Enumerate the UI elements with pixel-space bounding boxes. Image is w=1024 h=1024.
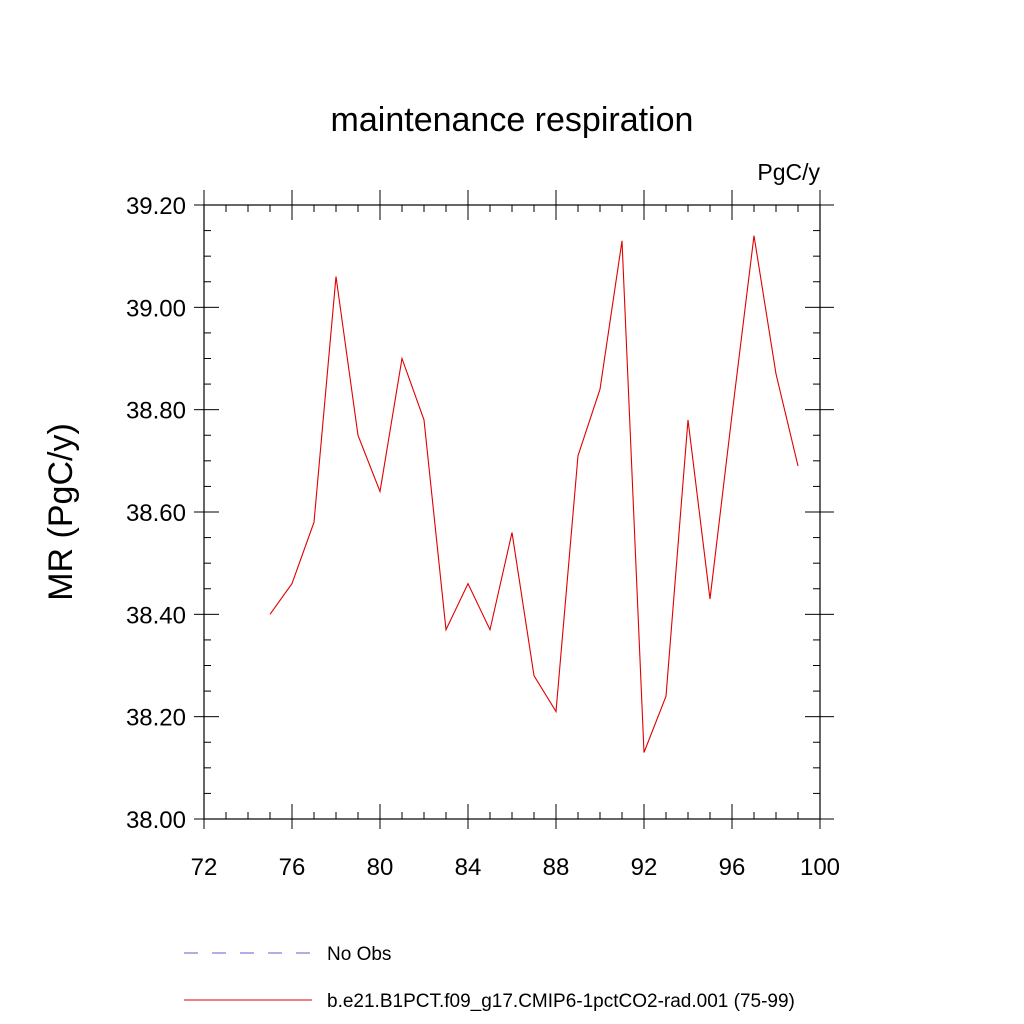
y-axis-label: MR (PgC/y) — [42, 423, 80, 601]
x-tick-label: 80 — [367, 854, 394, 881]
x-tick-label: 72 — [191, 854, 218, 881]
x-tick-label: 76 — [279, 854, 306, 881]
x-tick-label: 96 — [719, 854, 746, 881]
legend: No Obs b.e21.B1PCT.f09_g17.CMIP6-1pctCO2-… — [184, 944, 795, 1012]
y-tick-label: 39.00 — [126, 295, 186, 322]
y-tick-label: 39.20 — [126, 193, 186, 220]
y-tick-label: 38.00 — [126, 807, 186, 834]
x-tick-label: 92 — [631, 854, 658, 881]
x-axis-ticks: 72 76 80 84 88 92 96 100 — [191, 190, 840, 881]
chart-title: maintenance respiration — [331, 101, 694, 139]
y-tick-label: 38.40 — [126, 602, 186, 629]
y-tick-label: 38.20 — [126, 705, 186, 732]
series-line — [269, 235, 799, 753]
legend-label: b.e21.B1PCT.f09_g17.CMIP6-1pctCO2-rad.00… — [327, 991, 795, 1012]
units-label: PgC/y — [757, 159, 820, 185]
x-tick-label: 88 — [543, 854, 570, 881]
y-tick-label: 38.80 — [126, 398, 186, 425]
x-tick-label: 84 — [455, 854, 482, 881]
y-tick-label: 38.60 — [126, 500, 186, 527]
series-layer — [269, 235, 799, 753]
legend-label: No Obs — [327, 944, 391, 965]
y-axis-ticks: 38.00 38.20 38.40 38.60 38.80 39.00 39.20 — [126, 193, 834, 834]
plot-frame — [203, 204, 821, 820]
x-tick-label: 100 — [800, 854, 840, 881]
